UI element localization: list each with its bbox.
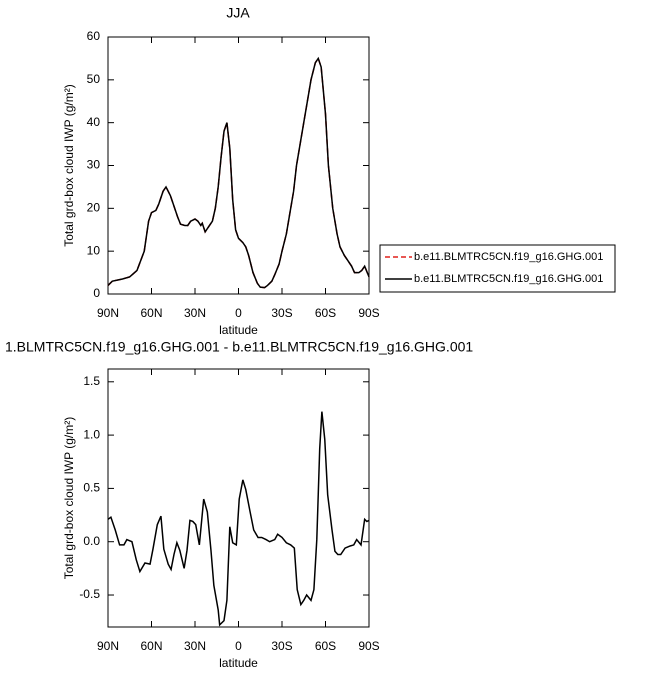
x-tick-label: 30S bbox=[271, 639, 292, 653]
y-tick-label: 50 bbox=[87, 72, 101, 86]
x-tick-label: 60N bbox=[140, 639, 162, 653]
x-tick-label: 30S bbox=[271, 306, 292, 320]
legend-label: b.e11.BLMTRC5CN.f19_g16.GHG.001 bbox=[414, 251, 603, 263]
x-tick-label: 60N bbox=[140, 306, 162, 320]
y-tick-label: 0.5 bbox=[83, 481, 100, 495]
y-axis-label: Total grd-box cloud IWP (g/m²) bbox=[62, 417, 76, 580]
x-axis-label: latitude bbox=[219, 656, 258, 670]
x-tick-label: 0 bbox=[235, 639, 242, 653]
x-tick-label: 90S bbox=[358, 639, 379, 653]
y-tick-label: 20 bbox=[87, 201, 101, 215]
x-tick-label: 60S bbox=[315, 639, 336, 653]
x-tick-label: 30N bbox=[184, 306, 206, 320]
data-line bbox=[107, 56, 370, 289]
chart-title: JJA bbox=[226, 5, 250, 21]
legend-box bbox=[379, 244, 616, 293]
plot-frame bbox=[107, 368, 370, 628]
plot-frame bbox=[107, 36, 370, 295]
x-tick-label: 90S bbox=[358, 306, 379, 320]
y-tick-label: 60 bbox=[87, 29, 101, 43]
x-tick-label: 0 bbox=[235, 306, 242, 320]
y-tick-label: 0.0 bbox=[83, 534, 100, 548]
y-tick-label: 10 bbox=[87, 243, 101, 257]
y-axis-label: Total grd-box cloud IWP (g/m²) bbox=[62, 84, 76, 247]
y-tick-label: 1.5 bbox=[83, 374, 100, 388]
x-tick-label: 30N bbox=[184, 639, 206, 653]
x-tick-label: 90N bbox=[97, 639, 119, 653]
y-tick-label: -0.5 bbox=[79, 587, 100, 601]
data-line bbox=[107, 411, 370, 627]
chart-title: 1.BLMTRC5CN.f19_g16.GHG.001 - b.e11.BLMT… bbox=[5, 339, 473, 355]
y-tick-label: 0 bbox=[93, 286, 100, 300]
legend-label: b.e11.BLMTRC5CN.f19_g16.GHG.001 bbox=[414, 273, 603, 285]
x-tick-label: 60S bbox=[315, 306, 336, 320]
x-axis-label: latitude bbox=[219, 323, 258, 337]
x-tick-label: 90N bbox=[97, 306, 119, 320]
y-tick-label: 1.0 bbox=[83, 427, 100, 441]
y-tick-label: 40 bbox=[87, 115, 101, 129]
y-tick-label: 30 bbox=[87, 158, 101, 172]
